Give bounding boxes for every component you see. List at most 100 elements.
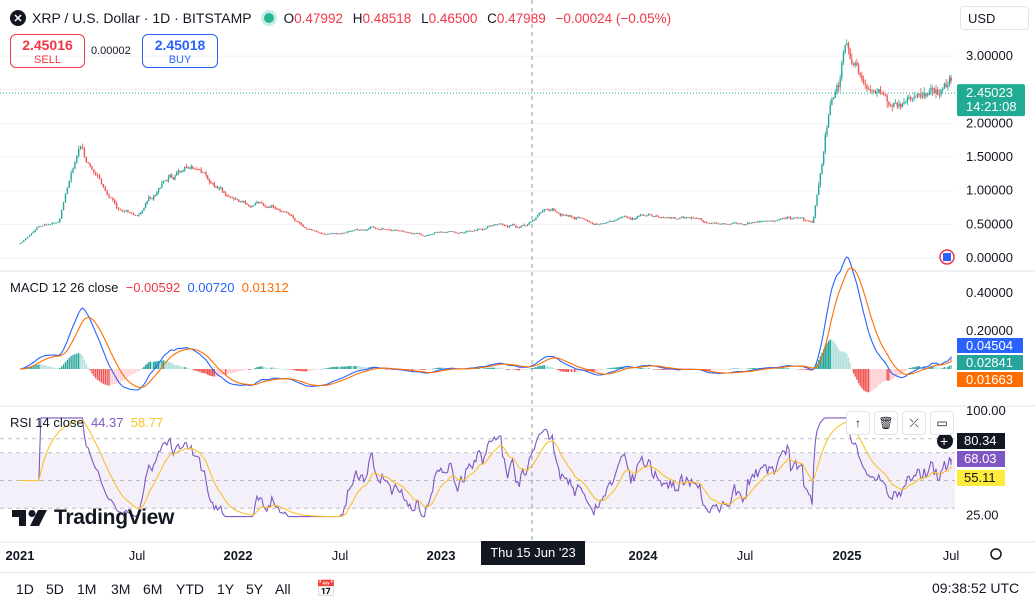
candle xyxy=(596,223,598,225)
timeframe-1d[interactable]: 1D xyxy=(16,581,34,597)
candle xyxy=(652,216,655,218)
candle xyxy=(846,43,848,46)
candle xyxy=(432,234,434,235)
candle xyxy=(405,231,408,233)
candle xyxy=(842,52,845,63)
macd-bar xyxy=(114,369,116,385)
time-axis-label: 2023 xyxy=(427,548,456,563)
macd-bar xyxy=(264,367,266,369)
macd-bar xyxy=(783,368,785,369)
candle xyxy=(266,206,268,208)
macd-bar xyxy=(223,369,225,375)
candle xyxy=(322,233,324,235)
timeframe-1m[interactable]: 1M xyxy=(77,581,97,597)
arrow-up-icon[interactable]: ↑ xyxy=(846,411,870,435)
candle xyxy=(287,212,290,214)
candle xyxy=(804,219,807,221)
timeframe-1y[interactable]: 1Y xyxy=(217,581,235,597)
macd-bar xyxy=(819,356,822,369)
macd-bar xyxy=(896,369,898,377)
macd-bar xyxy=(91,369,93,374)
macd-bar xyxy=(574,369,576,373)
candle xyxy=(910,97,912,100)
collapse-icon[interactable]: ⤫ xyxy=(902,411,926,435)
candle xyxy=(695,218,698,219)
candle xyxy=(553,208,555,211)
macd-bar xyxy=(577,369,579,372)
rsi-axis-label: 25.00 xyxy=(966,507,999,522)
macd-bar xyxy=(649,368,651,369)
macd-legend[interactable]: MACD 12 26 close −0.00592 0.00720 0.0131… xyxy=(10,280,289,295)
candle xyxy=(172,177,175,180)
macd-bar xyxy=(871,369,873,391)
utc-clock[interactable]: 09:38:52 UTC xyxy=(932,580,1020,596)
candle xyxy=(636,216,638,219)
rsi-legend[interactable]: RSI 14 close 44.37 58.77 xyxy=(10,415,164,430)
candle xyxy=(565,215,568,217)
macd-bar xyxy=(520,369,522,371)
macd-bar xyxy=(246,369,248,370)
macd-bar xyxy=(727,369,729,370)
macd-bar xyxy=(410,369,413,370)
candle xyxy=(904,101,907,103)
timeframe-all[interactable]: All xyxy=(275,581,291,597)
macd-bar xyxy=(572,369,574,372)
macd-bar xyxy=(174,365,176,369)
timeframe-3m[interactable]: 3M xyxy=(111,581,131,597)
macd-bar xyxy=(636,368,638,370)
candle xyxy=(475,230,477,232)
candle xyxy=(305,227,308,230)
timeframe-ytd[interactable]: YTD xyxy=(176,581,204,597)
candle xyxy=(95,172,97,175)
candle xyxy=(338,233,341,235)
macd-bar xyxy=(340,366,342,369)
macd-bar xyxy=(104,369,106,385)
candle xyxy=(28,235,31,237)
macd-bar xyxy=(851,368,853,370)
candle xyxy=(438,231,440,233)
macd-bar xyxy=(781,368,784,369)
macd-bar xyxy=(911,367,914,369)
candle xyxy=(443,232,445,233)
currency-selector[interactable]: USD xyxy=(960,6,1029,30)
macd-bar xyxy=(282,368,285,370)
candle xyxy=(674,217,676,219)
candle xyxy=(612,221,614,223)
symbol-title[interactable]: XRP / U.S. Dollar · 1D · BITSTAMP xyxy=(32,10,252,26)
maximize-icon[interactable]: ▭ xyxy=(930,411,954,435)
macd-bar xyxy=(66,359,69,369)
candle xyxy=(445,232,447,233)
macd-bar xyxy=(53,367,55,369)
macd-bar xyxy=(775,368,777,370)
macd-bar xyxy=(867,369,870,393)
macd-bar xyxy=(353,366,355,369)
candle xyxy=(491,225,494,227)
macd-bar xyxy=(115,369,118,384)
timeframe-6m[interactable]: 6M xyxy=(143,581,163,597)
candle xyxy=(806,220,808,222)
candle xyxy=(644,215,646,217)
candle xyxy=(154,194,157,197)
candle xyxy=(239,201,242,203)
date-range-icon[interactable]: 📅 xyxy=(316,581,336,598)
candle xyxy=(536,215,539,218)
timeframe-5y[interactable]: 5Y xyxy=(246,581,264,597)
rsi-ma-line xyxy=(20,419,952,518)
candle xyxy=(710,223,713,224)
candle xyxy=(857,65,860,73)
timeframe-5d[interactable]: 5D xyxy=(46,581,64,597)
candle xyxy=(332,233,334,234)
candle xyxy=(337,233,339,235)
macd-bar xyxy=(796,368,798,370)
macd-bar xyxy=(935,366,937,369)
macd-bar xyxy=(125,369,127,379)
candle xyxy=(368,228,370,230)
candle xyxy=(320,233,323,234)
buy-button[interactable]: 2.45018 BUY xyxy=(142,34,218,68)
macd-bar xyxy=(356,366,359,369)
candle xyxy=(564,214,566,216)
trash-icon[interactable]: 🗑 xyxy=(874,411,898,435)
candle xyxy=(926,94,929,97)
sell-button[interactable]: 2.45016 SELL xyxy=(10,34,85,68)
